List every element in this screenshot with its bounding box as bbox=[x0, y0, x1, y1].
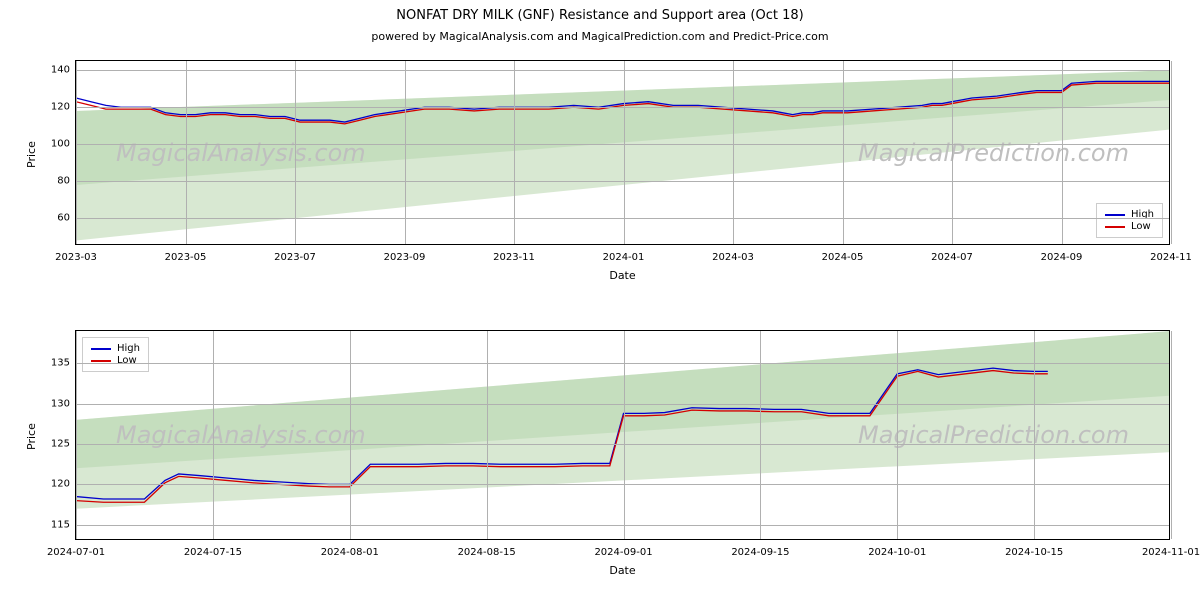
chart-svg bbox=[76, 61, 1169, 244]
gridline bbox=[76, 444, 1169, 445]
gridline bbox=[76, 107, 1169, 108]
gridline bbox=[1062, 61, 1063, 244]
legend-swatch bbox=[1105, 214, 1125, 216]
x-tick-label: 2024-01 bbox=[603, 252, 645, 263]
x-tick-label: 2023-07 bbox=[274, 252, 316, 263]
legend-swatch bbox=[91, 360, 111, 362]
x-tick-label: 2024-09-15 bbox=[731, 547, 789, 558]
legend-label: High bbox=[117, 343, 140, 354]
legend-label: Low bbox=[1131, 221, 1151, 232]
legend-swatch bbox=[1105, 226, 1125, 228]
gridline bbox=[733, 61, 734, 244]
chart-svg bbox=[76, 331, 1169, 539]
legend-item-low: Low bbox=[1105, 221, 1154, 232]
y-tick-label: 115 bbox=[38, 519, 70, 530]
gridline bbox=[952, 61, 953, 244]
figure: NONFAT DRY MILK (GNF) Resistance and Sup… bbox=[0, 0, 1200, 600]
x-tick-label: 2023-11 bbox=[493, 252, 535, 263]
x-tick-label: 2024-07 bbox=[931, 252, 973, 263]
gridline bbox=[1171, 61, 1172, 244]
gridline bbox=[76, 525, 1169, 526]
gridline bbox=[76, 218, 1169, 219]
gridline bbox=[295, 61, 296, 244]
x-tick-label: 2023-09 bbox=[384, 252, 426, 263]
gridline bbox=[350, 331, 351, 539]
chart-panel-bottom: MagicalAnalysis.com MagicalPrediction.co… bbox=[75, 330, 1170, 540]
gridline bbox=[405, 61, 406, 244]
gridline bbox=[760, 331, 761, 539]
plot-area: MagicalAnalysis.com MagicalPrediction.co… bbox=[76, 61, 1169, 244]
x-axis-label: Date bbox=[75, 269, 1170, 282]
legend-swatch bbox=[91, 348, 111, 350]
legend-item-high: High bbox=[91, 343, 140, 354]
gridline bbox=[76, 404, 1169, 405]
x-tick-label: 2024-09-01 bbox=[594, 547, 652, 558]
y-tick-label: 120 bbox=[38, 479, 70, 490]
gridline bbox=[624, 331, 625, 539]
x-tick-label: 2024-03 bbox=[712, 252, 754, 263]
gridline bbox=[76, 144, 1169, 145]
y-tick-label: 60 bbox=[38, 213, 70, 224]
x-tick-label: 2024-11-01 bbox=[1142, 547, 1200, 558]
gridline bbox=[897, 331, 898, 539]
legend-label: Low bbox=[117, 355, 137, 366]
x-tick-label: 2024-08-01 bbox=[321, 547, 379, 558]
gridline bbox=[514, 61, 515, 244]
y-tick-label: 100 bbox=[38, 139, 70, 150]
x-axis-label: Date bbox=[75, 564, 1170, 577]
gridline bbox=[624, 61, 625, 244]
gridline bbox=[76, 331, 77, 539]
gridline bbox=[76, 61, 77, 244]
x-tick-label: 2024-10-01 bbox=[868, 547, 926, 558]
y-tick-label: 80 bbox=[38, 176, 70, 187]
x-tick-label: 2023-03 bbox=[55, 252, 97, 263]
x-tick-label: 2023-05 bbox=[165, 252, 207, 263]
gridline bbox=[843, 61, 844, 244]
x-tick-label: 2024-07-01 bbox=[47, 547, 105, 558]
x-tick-label: 2024-05 bbox=[822, 252, 864, 263]
gridline bbox=[76, 70, 1169, 71]
chart-title: NONFAT DRY MILK (GNF) Resistance and Sup… bbox=[0, 8, 1200, 23]
y-axis-label: Price bbox=[25, 423, 38, 450]
plot-area: MagicalAnalysis.com MagicalPrediction.co… bbox=[76, 331, 1169, 539]
y-tick-label: 125 bbox=[38, 439, 70, 450]
y-tick-label: 130 bbox=[38, 398, 70, 409]
chart-panel-top: MagicalAnalysis.com MagicalPrediction.co… bbox=[75, 60, 1170, 245]
legend-item-low: Low bbox=[91, 355, 140, 366]
gridline bbox=[487, 331, 488, 539]
chart-subtitle: powered by MagicalAnalysis.com and Magic… bbox=[0, 30, 1200, 43]
gridline bbox=[76, 484, 1169, 485]
x-tick-label: 2024-10-15 bbox=[1005, 547, 1063, 558]
x-tick-label: 2024-07-15 bbox=[184, 547, 242, 558]
y-axis-label: Price bbox=[25, 141, 38, 168]
y-tick-label: 135 bbox=[38, 358, 70, 369]
gridline bbox=[213, 331, 214, 539]
x-tick-label: 2024-11 bbox=[1150, 252, 1192, 263]
y-tick-label: 140 bbox=[38, 65, 70, 76]
x-tick-label: 2024-08-15 bbox=[458, 547, 516, 558]
gridline bbox=[76, 181, 1169, 182]
gridline bbox=[1034, 331, 1035, 539]
legend: High Low bbox=[82, 337, 149, 372]
y-tick-label: 120 bbox=[38, 102, 70, 113]
gridline bbox=[1171, 331, 1172, 539]
gridline bbox=[186, 61, 187, 244]
x-tick-label: 2024-09 bbox=[1041, 252, 1083, 263]
gridline bbox=[76, 363, 1169, 364]
legend: High Low bbox=[1096, 203, 1163, 238]
